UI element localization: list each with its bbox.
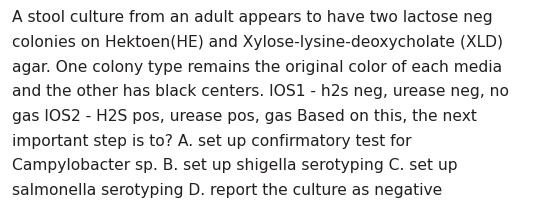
Text: A stool culture from an adult appears to have two lactose neg: A stool culture from an adult appears to… xyxy=(12,10,493,25)
Text: gas IOS2 - H2S pos, urease pos, gas Based on this, the next: gas IOS2 - H2S pos, urease pos, gas Base… xyxy=(12,109,477,124)
Text: important step is to? A. set up confirmatory test for: important step is to? A. set up confirma… xyxy=(12,134,412,149)
Text: and the other has black centers. IOS1 - h2s neg, urease neg, no: and the other has black centers. IOS1 - … xyxy=(12,84,509,99)
Text: Campylobacter sp. B. set up shigella serotyping C. set up: Campylobacter sp. B. set up shigella ser… xyxy=(12,158,458,173)
Text: agar. One colony type remains the original color of each media: agar. One colony type remains the origin… xyxy=(12,60,502,75)
Text: salmonella serotyping D. report the culture as negative: salmonella serotyping D. report the cult… xyxy=(12,183,442,198)
Text: colonies on Hektoen(HE) and Xylose-lysine-deoxycholate (XLD): colonies on Hektoen(HE) and Xylose-lysin… xyxy=(12,35,503,50)
